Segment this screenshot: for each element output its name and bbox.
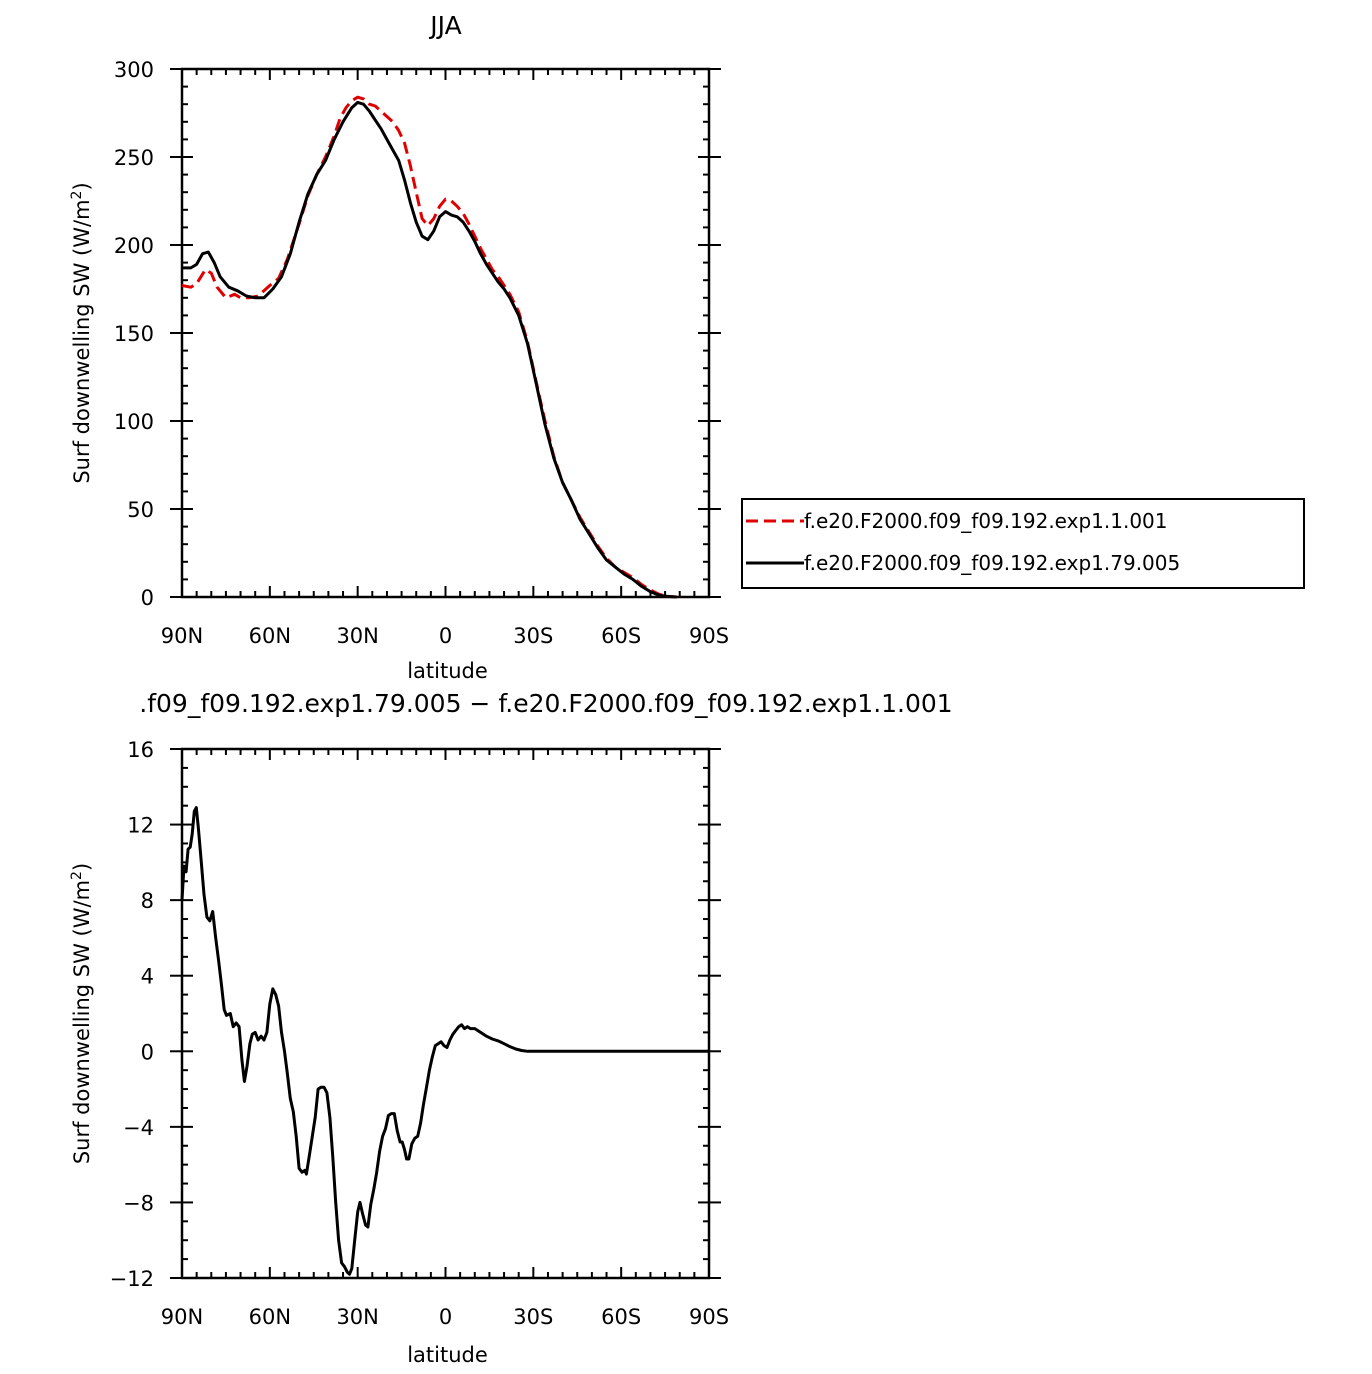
x-tick-label: 0	[439, 624, 452, 648]
y-tick-label: 200	[114, 234, 154, 258]
plot-frame	[180, 67, 711, 599]
legend-box	[741, 498, 1305, 589]
y-tick-label: −8	[123, 1191, 154, 1215]
x-tick-label: 90S	[689, 624, 729, 648]
legend: f.e20.F2000.f09_f09.192.exp1.1.001 f.e20.…	[741, 498, 1305, 589]
y-tick-label: 0	[141, 586, 154, 610]
x-tick-label: 30S	[513, 624, 553, 648]
series-line-1	[181, 95, 677, 599]
x-tick-label: 30N	[336, 1305, 378, 1329]
x-tick-label: 30N	[336, 624, 378, 648]
y-tick-label: 250	[114, 146, 154, 170]
chart-panel-1: JJA 90N 60N 30N 0 30S 60S 90S 0 50 100 150 200 250 300…	[69, 11, 1305, 683]
y-tick-label: 4	[141, 965, 154, 989]
y-axis-label: Surf downwelling SW (W/m2)	[69, 863, 94, 1164]
y-tick-label: 12	[127, 814, 154, 838]
x-tick-label: 60S	[601, 624, 641, 648]
y-tick-label: 16	[127, 738, 154, 762]
x-tick-label: 60N	[249, 624, 291, 648]
y-tick-label: 300	[114, 58, 154, 82]
y-tick-label: 8	[141, 889, 154, 913]
y-axis-label: Surf downwelling SW (W/m2)	[69, 182, 94, 483]
series-line-1	[180, 806, 709, 1276]
legend-entry-1: f.e20.F2000.f09_f09.192.exp1.1.001	[804, 509, 1168, 533]
x-axis-label: latitude	[407, 1343, 488, 1367]
y-tick-label: 50	[127, 498, 154, 522]
chart-panel-2: .f09_f09.192.exp1.79.005 − f.e20.F2000.f…	[69, 689, 953, 1367]
plot-frame	[180, 747, 711, 1280]
x-tick-label: 90N	[161, 1305, 203, 1329]
x-axis-label: latitude	[407, 659, 488, 683]
chart-title: JJA	[428, 11, 461, 40]
x-tick-label: 90N	[161, 624, 203, 648]
series-line-2	[182, 100, 677, 599]
y-tick-label: 0	[141, 1040, 154, 1064]
y-tick-label: −4	[123, 1116, 154, 1140]
x-tick-label: 60S	[601, 1305, 641, 1329]
chart-title: .f09_f09.192.exp1.79.005 − f.e20.F2000.f…	[139, 689, 952, 718]
y-tick-label: 150	[114, 322, 154, 346]
x-tick-label: 60N	[249, 1305, 291, 1329]
legend-entry-2: f.e20.F2000.f09_f09.192.exp1.79.005	[804, 551, 1180, 575]
x-tick-label: 90S	[689, 1305, 729, 1329]
x-tick-label: 0	[439, 1305, 452, 1329]
x-tick-label: 30S	[513, 1305, 553, 1329]
y-tick-label: 100	[114, 410, 154, 434]
y-tick-label: −12	[110, 1267, 154, 1291]
